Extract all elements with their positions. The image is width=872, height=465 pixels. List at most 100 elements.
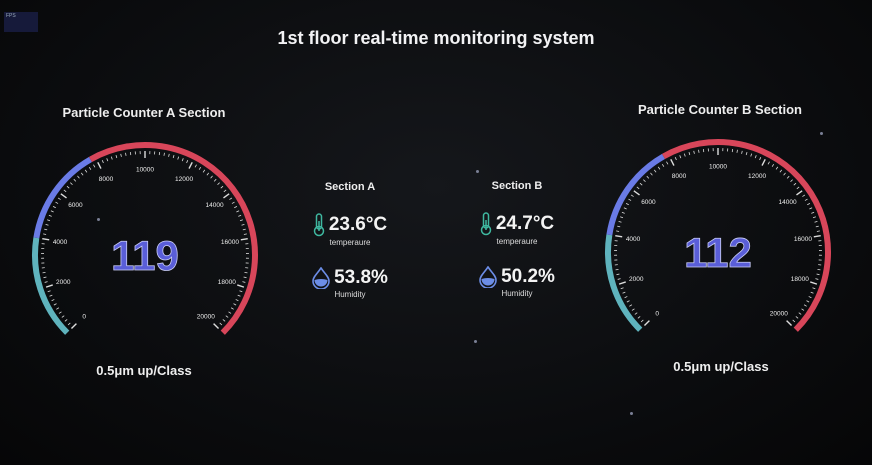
major-tick — [810, 281, 818, 285]
minor-tick — [803, 304, 807, 307]
tick-label: 20000 — [770, 310, 788, 317]
minor-tick — [650, 172, 653, 176]
minor-tick — [238, 214, 242, 217]
minor-tick — [45, 224, 49, 226]
minor-tick — [73, 178, 77, 182]
major-tick — [213, 323, 220, 330]
minor-tick — [61, 315, 65, 318]
minor-tick — [47, 219, 51, 222]
gauge-b-subtitle: 0.5μm up/Class — [673, 359, 769, 374]
minor-tick — [42, 271, 46, 274]
minor-tick — [779, 169, 783, 173]
tick-label: 10000 — [136, 167, 154, 174]
tick-label: 16000 — [794, 236, 812, 243]
minor-tick — [242, 281, 246, 283]
major-tick — [188, 162, 193, 169]
minor-tick — [163, 152, 165, 156]
minor-tick — [767, 161, 770, 165]
major-tick — [223, 193, 230, 199]
minor-tick — [43, 233, 47, 235]
minor-tick — [217, 182, 220, 186]
minor-tick — [194, 164, 197, 168]
minor-tick — [795, 316, 799, 319]
minor-tick — [243, 276, 247, 279]
minor-tick — [244, 271, 248, 274]
minor-tick — [637, 316, 641, 319]
major-tick — [70, 323, 77, 330]
minor-tick — [817, 268, 821, 271]
minor-tick — [93, 164, 96, 168]
page-title: 1st floor real-time monitoring system — [277, 28, 595, 48]
section-a-title: Section A — [324, 181, 376, 193]
tick-label: 4000 — [53, 239, 68, 246]
minor-tick — [80, 172, 84, 176]
section-b-temperature: 24.7°C — [495, 213, 555, 234]
minor-tick — [815, 278, 819, 280]
minor-tick — [674, 157, 677, 161]
gauge-value: 119 — [111, 232, 179, 279]
minor-tick — [688, 152, 691, 156]
minor-tick — [620, 287, 624, 290]
minor-tick — [55, 201, 59, 204]
tick-label: 14000 — [779, 199, 797, 206]
minor-tick — [49, 294, 53, 297]
tick-label: 0 — [82, 313, 86, 320]
minor-tick — [243, 233, 247, 235]
minor-tick — [625, 202, 629, 206]
minor-tick — [802, 194, 806, 197]
major-tick — [45, 284, 53, 288]
minor-tick — [793, 182, 797, 186]
minor-tick — [77, 175, 80, 179]
minor-tick — [653, 169, 657, 173]
minor-tick — [616, 230, 620, 232]
minor-tick — [230, 307, 234, 310]
minor-tick — [235, 299, 239, 302]
minor-tick — [63, 189, 67, 193]
tick-label: 16000 — [221, 239, 239, 246]
major-tick — [240, 238, 248, 241]
minor-tick — [808, 296, 812, 299]
minor-tick — [750, 153, 753, 157]
minor-tick — [809, 207, 813, 210]
minor-tick — [234, 205, 238, 209]
gauge-segment-teal — [32, 237, 70, 335]
tick-label: 12000 — [175, 176, 193, 183]
minor-tick — [617, 225, 621, 228]
minor-tick — [223, 189, 227, 193]
section-b-humidity: 50.2% — [501, 266, 555, 287]
major-tick — [42, 238, 50, 241]
thermometer-icon — [480, 212, 492, 236]
minor-tick — [771, 163, 775, 167]
minor-tick — [47, 290, 51, 293]
minor-tick — [84, 169, 88, 173]
gauge-b-title: Particle Counter B Section — [638, 102, 802, 117]
minor-tick — [177, 156, 180, 160]
minor-tick — [807, 202, 811, 206]
minor-tick — [50, 210, 54, 213]
minor-tick — [228, 311, 232, 314]
tick-label: 8000 — [672, 173, 687, 180]
minor-tick — [56, 307, 60, 310]
major-tick — [615, 235, 623, 238]
major-tick — [60, 193, 67, 199]
minor-tick — [210, 175, 213, 179]
major-tick — [761, 159, 766, 166]
minor-tick — [115, 155, 118, 159]
minor-tick — [790, 179, 793, 183]
minor-tick — [622, 291, 626, 294]
minor-tick — [630, 194, 634, 197]
minor-tick — [213, 178, 217, 182]
minor-tick — [202, 169, 206, 173]
tick-label: 8000 — [99, 176, 114, 183]
minor-tick — [241, 224, 245, 226]
minor-tick — [618, 221, 622, 223]
minor-tick — [801, 308, 805, 311]
particle-dot — [820, 132, 823, 135]
major-tick — [813, 235, 821, 238]
minor-tick — [786, 175, 790, 179]
tick-label: 0 — [655, 310, 659, 317]
minor-tick — [657, 166, 661, 170]
tick-label: 18000 — [791, 276, 809, 283]
tick-label: 2000 — [56, 279, 71, 286]
